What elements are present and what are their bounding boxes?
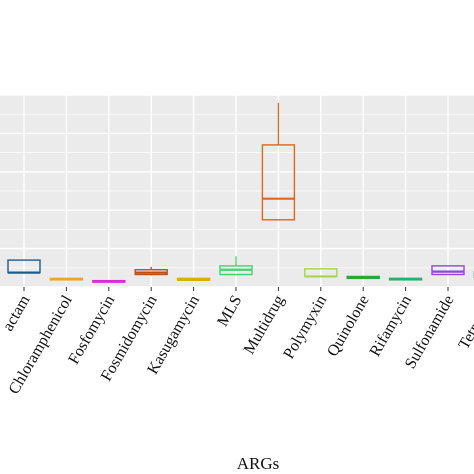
box-rifamycin: [388, 277, 423, 281]
box-fosmidomycin: [134, 266, 168, 276]
x-axis-tick-labels: actamChloramphenicolFosfomycinFosmidomyc…: [0, 292, 474, 397]
x-tick-label: Rifamycin: [367, 293, 415, 360]
x-tick-label: actam: [0, 292, 34, 334]
box-mls: [219, 256, 253, 276]
box-polymyxin: [304, 268, 338, 278]
box-beta-lactam: [7, 259, 41, 274]
box-sulfonamide: [431, 265, 465, 276]
x-tick-label: MLS: [214, 293, 245, 330]
x-tick-label: Quinolone: [324, 293, 372, 360]
box-body: [431, 265, 465, 276]
x-tick-label: Polymyxin: [280, 293, 330, 362]
box-fosfomycin: [92, 279, 126, 283]
x-tick-label: Multidrug: [241, 293, 288, 358]
box-multidrug: [261, 102, 296, 221]
grid-lines: [0, 94, 474, 288]
box-series: [7, 102, 474, 283]
box-body: [261, 144, 296, 221]
box-kasugamycin: [176, 277, 211, 281]
box-quinolone: [346, 275, 380, 280]
x-tick-label: Tetracycl: [456, 292, 474, 352]
x-axis-ticks: [23, 287, 449, 291]
x-axis-title: ARGs: [237, 454, 280, 473]
box-chloramphenicol: [49, 277, 84, 281]
